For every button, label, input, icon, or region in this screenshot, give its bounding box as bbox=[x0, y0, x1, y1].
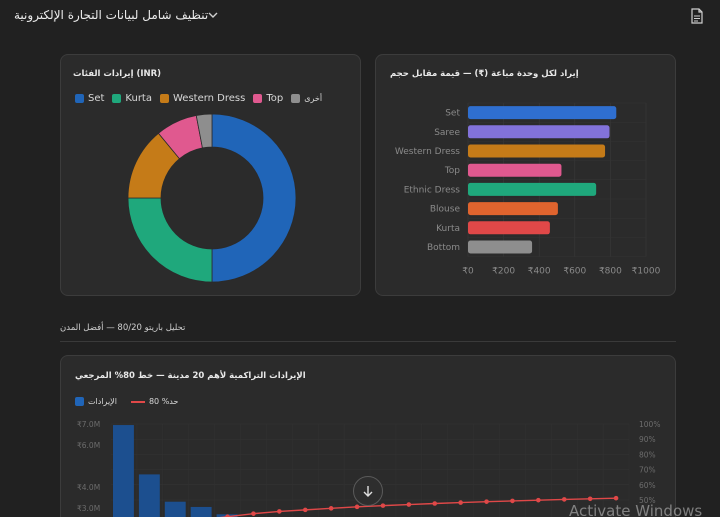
category-label: Top bbox=[444, 166, 460, 176]
category-label: Western Dress bbox=[395, 147, 460, 157]
conversation-title[interactable]: تنظيف شامل لبيانات التجارة الإلكترونية bbox=[14, 8, 209, 22]
category-label: Kurta bbox=[436, 224, 460, 234]
legend-item[interactable]: Western Dress bbox=[159, 93, 246, 104]
bar[interactable] bbox=[468, 202, 558, 216]
y-tick-label-left: ₹6.0M bbox=[77, 441, 100, 450]
cumulative-point[interactable] bbox=[277, 509, 282, 514]
bar[interactable] bbox=[468, 182, 597, 196]
cumulative-point[interactable] bbox=[225, 514, 230, 517]
pareto-chart-title: الإيرادات التراكمية لأهم 20 مدينة — خط 8… bbox=[75, 371, 306, 381]
y-tick-label-right: 100% bbox=[639, 420, 660, 429]
arrow-down-icon bbox=[363, 486, 373, 497]
legend-label: الإيرادات bbox=[88, 397, 117, 406]
legend-item[interactable]: الإيرادات bbox=[75, 397, 117, 406]
chevron-down-icon[interactable] bbox=[206, 8, 220, 22]
legend-label: 80 %حد bbox=[148, 397, 179, 406]
revenue-bar[interactable] bbox=[164, 501, 186, 517]
legend-label: Top bbox=[266, 93, 284, 104]
cumulative-point[interactable] bbox=[510, 498, 515, 504]
legend-item[interactable]: Kurta bbox=[112, 93, 152, 104]
revenue-bar[interactable] bbox=[138, 474, 160, 517]
y-tick-label-right: 60% bbox=[639, 481, 656, 490]
legend-label: Kurta bbox=[125, 93, 152, 104]
category-label: Blouse bbox=[430, 205, 461, 215]
legend-item[interactable]: أخرى bbox=[291, 94, 322, 103]
donut-chart-title: إيرادات الفئات (INR) bbox=[73, 69, 162, 79]
legend-label: أخرى bbox=[304, 94, 323, 103]
cumulative-point[interactable] bbox=[484, 499, 489, 504]
legend-swatch bbox=[112, 94, 122, 103]
bar[interactable] bbox=[468, 221, 550, 235]
y-tick-label-right: 50% bbox=[639, 496, 656, 505]
cumulative-point[interactable] bbox=[587, 496, 593, 502]
donut-slice[interactable] bbox=[211, 113, 297, 283]
bar[interactable] bbox=[468, 144, 606, 158]
cumulative-point[interactable] bbox=[251, 511, 256, 516]
bar[interactable] bbox=[468, 163, 562, 177]
bar[interactable] bbox=[468, 240, 533, 254]
bar[interactable] bbox=[468, 125, 610, 139]
legend-swatch bbox=[159, 94, 169, 103]
legend-swatch bbox=[75, 94, 84, 103]
top-bar: تنظيف شامل لبيانات التجارة الإلكترونية bbox=[0, 0, 720, 32]
scroll-down-button[interactable] bbox=[353, 476, 383, 506]
y-tick-label-left: ₹7.0M bbox=[77, 420, 100, 429]
category-label: Saree bbox=[434, 128, 460, 138]
legend-swatch bbox=[130, 400, 145, 403]
x-tick-label: ₹1000 bbox=[632, 267, 661, 277]
category-label: Set bbox=[445, 109, 460, 119]
bar-chart-title: إيراد لكل وحدة مباعة (₹) — قيمة مقابل حج… bbox=[390, 69, 579, 79]
activate-windows-watermark: Activate Windows bbox=[569, 502, 703, 517]
legend-label: Western Dress bbox=[172, 93, 246, 104]
revenue-per-unit-card: إيراد لكل وحدة مباعة (₹) — قيمة مقابل حج… bbox=[375, 54, 676, 296]
pareto-legend: الإيرادات 80 %حد bbox=[75, 397, 178, 406]
pareto-chart: ₹7.0M ₹6.0M ₹4.0M ₹3.0M 100% 90% 80% 70% 60% 50% bbox=[77, 420, 660, 517]
revenue-bar[interactable] bbox=[113, 425, 134, 517]
revenue-per-unit-chart: Set Saree Western Dress Top Ethnic Dress Blou… bbox=[395, 102, 661, 277]
y-tick-label-right: 80% bbox=[639, 450, 656, 459]
donut-chart bbox=[127, 113, 297, 283]
y-tick-label-left: ₹3.0M bbox=[77, 504, 100, 513]
cumulative-point[interactable] bbox=[536, 497, 541, 503]
x-tick-label: ₹400 bbox=[528, 267, 551, 277]
section-divider bbox=[60, 341, 676, 342]
x-tick-label: ₹600 bbox=[563, 267, 586, 277]
legend-item[interactable]: Top bbox=[253, 93, 283, 104]
cumulative-point[interactable] bbox=[380, 503, 386, 508]
cumulative-point[interactable] bbox=[561, 497, 567, 502]
revenue-bar[interactable] bbox=[190, 506, 212, 517]
category-label: Bottom bbox=[427, 243, 460, 253]
category-label: Ethnic Dress bbox=[404, 185, 461, 195]
cumulative-point[interactable] bbox=[458, 500, 463, 505]
legend-swatch bbox=[291, 94, 301, 103]
x-tick-label: ₹0 bbox=[462, 267, 474, 277]
cumulative-point[interactable] bbox=[328, 506, 334, 511]
y-tick-label-left: ₹4.0M bbox=[77, 483, 100, 492]
legend-label: Set bbox=[88, 93, 105, 104]
donut-slice[interactable] bbox=[127, 197, 213, 283]
donut-slice[interactable] bbox=[195, 113, 213, 149]
legend-item[interactable]: Set bbox=[75, 93, 104, 104]
cumulative-point[interactable] bbox=[613, 495, 619, 501]
cumulative-point[interactable] bbox=[406, 502, 412, 507]
legend-swatch bbox=[253, 94, 263, 103]
cumulative-point[interactable] bbox=[302, 507, 308, 513]
cumulative-line bbox=[219, 497, 617, 517]
x-tick-label: ₹800 bbox=[599, 267, 622, 277]
x-tick-label: ₹200 bbox=[492, 267, 515, 277]
category-revenue-card: إيرادات الفئات (INR) Set Kurta Western Dre… bbox=[60, 54, 361, 296]
cumulative-point[interactable] bbox=[354, 504, 360, 510]
legend-item[interactable]: 80 %حد bbox=[130, 397, 179, 406]
legend-swatch bbox=[75, 397, 84, 406]
donut-legend: Set Kurta Western Dress Top أخرى bbox=[75, 93, 322, 104]
y-tick-label-right: 70% bbox=[639, 466, 656, 475]
y-tick-label-right: 90% bbox=[639, 435, 656, 444]
pareto-section-heading: تحليل باريتو 80/20 — أفضل المدن bbox=[60, 323, 186, 333]
cumulative-point[interactable] bbox=[432, 501, 438, 506]
bar[interactable] bbox=[468, 106, 617, 120]
document-icon[interactable] bbox=[690, 8, 704, 24]
